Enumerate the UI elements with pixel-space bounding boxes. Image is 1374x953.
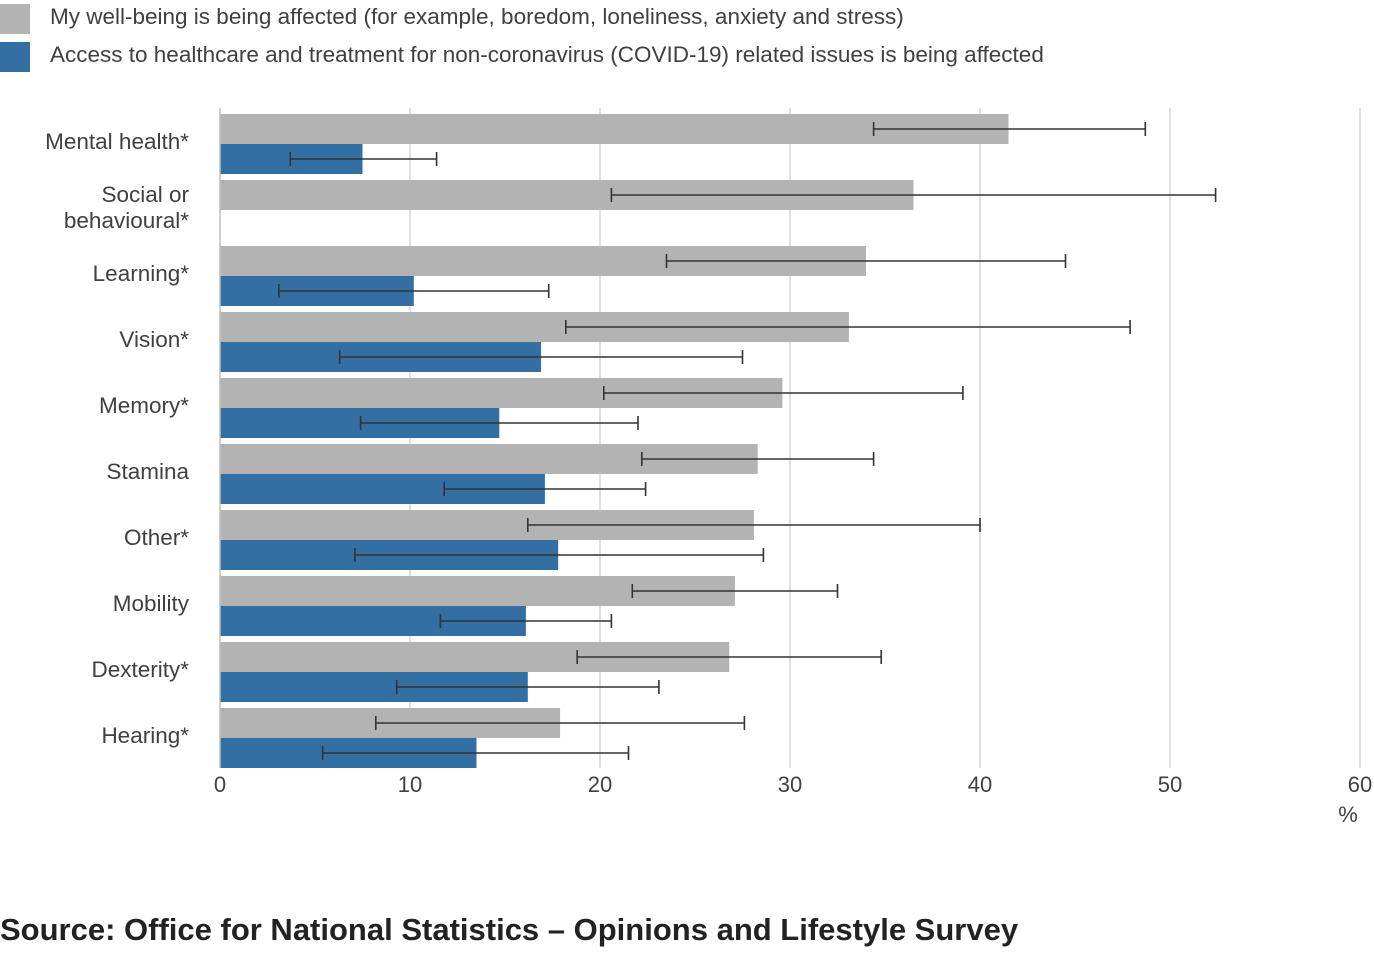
x-tick-label: 10 (398, 772, 422, 797)
x-tick-label: 20 (588, 772, 612, 797)
category-label: Mobility (113, 591, 190, 616)
x-unit-label: % (1338, 802, 1358, 827)
category-label: Other* (124, 525, 189, 550)
category-label: behavioural* (64, 208, 189, 233)
legend-swatch-wellbeing (0, 4, 30, 34)
category-label: Social or (101, 182, 189, 207)
x-tick-label: 0 (214, 772, 226, 797)
category-label: Learning* (93, 261, 190, 286)
x-tick-label: 50 (1158, 772, 1182, 797)
legend-item-wellbeing: My well-being is being affected (for exa… (0, 4, 904, 40)
category-label: Memory* (99, 393, 189, 418)
category-label: Hearing* (101, 723, 189, 748)
category-label: Vision* (119, 327, 189, 352)
x-tick-label: 60 (1348, 772, 1372, 797)
category-label: Stamina (106, 459, 189, 484)
legend-swatch-healthcare (0, 42, 30, 72)
category-label: Dexterity* (91, 657, 189, 682)
legend-label-healthcare: Access to healthcare and treatment for n… (50, 42, 1044, 67)
source-note: Source: Office for National Statistics –… (0, 912, 1019, 947)
x-tick-label: 30 (778, 772, 802, 797)
legend-item-healthcare: Access to healthcare and treatment for n… (0, 42, 1044, 78)
category-label: Mental health* (45, 129, 189, 154)
legend-label-wellbeing: My well-being is being affected (for exa… (50, 4, 904, 29)
x-tick-label: 40 (968, 772, 992, 797)
